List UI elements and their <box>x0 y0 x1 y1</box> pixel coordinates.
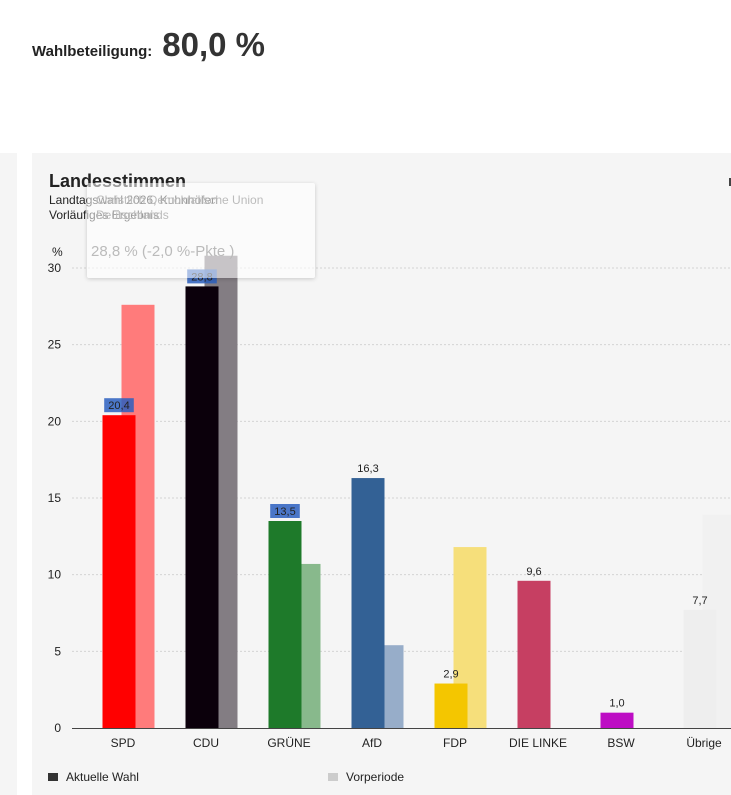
x-category-label: SPD <box>111 736 136 750</box>
data-label: 20,4 <box>108 400 129 412</box>
legend-swatch-current <box>48 773 58 781</box>
tooltip-party-line2: Deutschlands <box>96 208 169 222</box>
tooltip-value: 28,8 % (-2,0 %-Pkte ) <box>91 243 235 260</box>
bar-current-fdp <box>434 683 468 728</box>
data-label: 16,3 <box>357 463 378 475</box>
y-tick-label: 30 <box>48 261 62 275</box>
data-label: 13,5 <box>274 506 295 518</box>
legend-item-previous[interactable]: Vorperiode <box>328 770 404 784</box>
data-label: 2,9 <box>443 669 458 681</box>
legend-label-previous: Vorperiode <box>346 770 405 784</box>
legend-item-current[interactable]: Aktuelle Wahl <box>48 770 139 784</box>
x-category-label: CDU <box>193 736 219 750</box>
turnout-value: 80,0 % <box>162 26 266 63</box>
y-tick-label: 5 <box>54 644 61 658</box>
data-label: 9,6 <box>526 566 541 578</box>
legend-label-current: Aktuelle Wahl <box>66 770 139 784</box>
y-tick-label: 20 <box>48 414 62 428</box>
y-tick-label: 10 <box>48 568 62 582</box>
tooltip-party-name: Christlich Demokratische Union Deutschla… <box>96 193 263 223</box>
bar-current-spd <box>102 415 136 728</box>
x-category-label: FDP <box>443 736 467 750</box>
edge-marker <box>729 178 731 186</box>
x-category-label: Übrige <box>686 736 722 750</box>
chart-card: %05101520253020,4SPD28,8CDU13,5GRÜNE16,3… <box>32 153 731 795</box>
y-tick-label: 25 <box>48 338 62 352</box>
data-label-highlight <box>270 504 300 518</box>
turnout-display: Wahlbeteiligung: 80,0 % <box>32 26 265 64</box>
bar-current-die-linke <box>517 580 551 728</box>
bar-current-übrige <box>683 609 717 728</box>
y-tick-label: 0 <box>54 721 61 735</box>
data-label: 7,7 <box>692 595 707 607</box>
legend-swatch-previous <box>328 773 338 781</box>
data-label: 1,0 <box>609 698 624 710</box>
x-category-label: AfD <box>362 736 382 750</box>
bar-current-afd <box>351 478 385 728</box>
turnout-label: Wahlbeteiligung: <box>32 43 153 60</box>
x-category-label: GRÜNE <box>267 736 310 750</box>
bar-current-cdu <box>185 286 219 728</box>
x-category-label: DIE LINKE <box>509 736 567 750</box>
bar-current-bsw <box>600 712 634 728</box>
chart-tooltip: Christlich Demokratische Union Deutschla… <box>87 183 315 278</box>
x-category-label: BSW <box>607 736 635 750</box>
data-label-highlight <box>104 398 134 413</box>
tooltip-party-line1: Christlich Demokratische Union <box>96 193 264 207</box>
bar-current-grüne <box>268 521 302 728</box>
y-axis-unit: % <box>52 245 63 259</box>
left-panel <box>0 153 17 795</box>
y-tick-label: 15 <box>48 491 62 505</box>
bar-chart[interactable]: %05101520253020,4SPD28,8CDU13,5GRÜNE16,3… <box>32 153 731 795</box>
